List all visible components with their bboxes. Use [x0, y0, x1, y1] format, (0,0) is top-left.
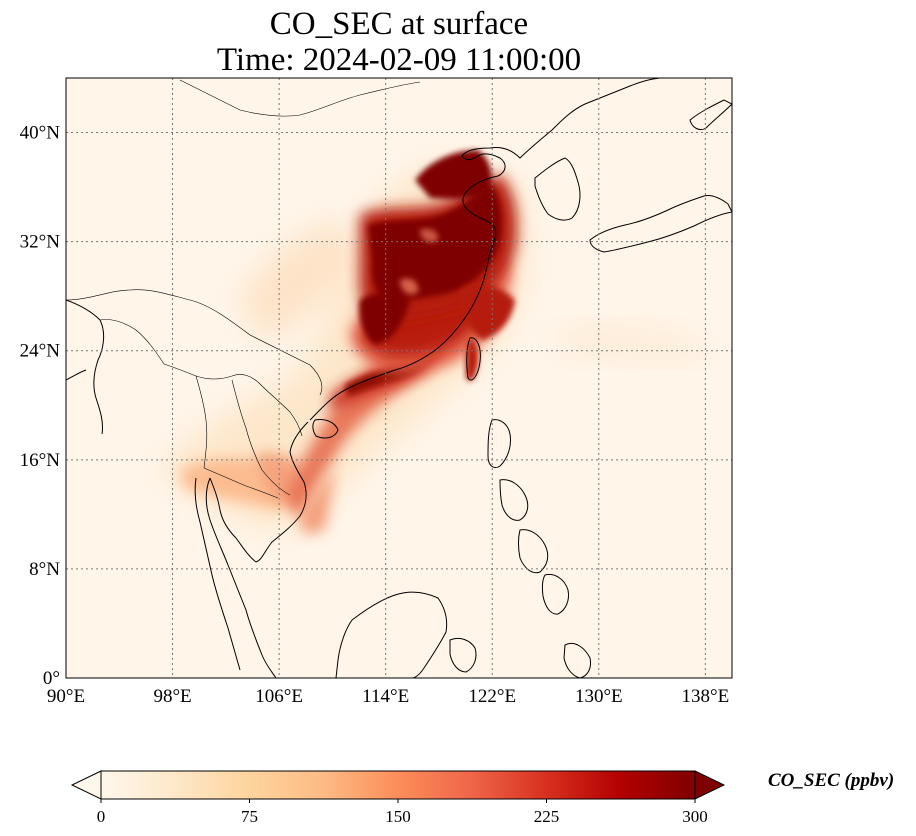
latitude-tick-label: 8°N — [29, 559, 60, 580]
latitude-tick-labels: 0° 8°N 16°N 24°N 32°N 40°N — [20, 123, 61, 689]
longitude-tick-label: 106°E — [255, 686, 303, 707]
colorbar-tick-label: 300 — [682, 807, 708, 826]
latitude-tick-label: 32°N — [20, 232, 61, 253]
map-title: CO_SEC at surface — [269, 6, 529, 42]
longitude-tick-label: 98°E — [153, 686, 191, 707]
map-subtitle: Time: 2024-02-09 11:00:00 — [216, 42, 582, 78]
colorbar-extend-high — [694, 770, 726, 800]
longitude-tick-labels: 90°E 98°E 106°E 114°E 122°E 130°E 138°E — [47, 686, 729, 707]
longitude-tick-label: 138°E — [682, 686, 730, 707]
latitude-tick-label: 0° — [43, 668, 60, 689]
longitude-tick-label: 90°E — [47, 686, 85, 707]
colorbar-tick-label: 225 — [534, 807, 560, 826]
coastlines — [66, 78, 732, 678]
colorbar-tick-label: 0 — [97, 807, 106, 826]
gridlines — [66, 78, 732, 678]
concentration-field — [160, 150, 700, 535]
longitude-tick-label: 122°E — [468, 686, 516, 707]
map-frame — [65, 77, 733, 679]
longitude-tick-label: 130°E — [575, 686, 623, 707]
longitude-tick-label: 114°E — [362, 686, 409, 707]
colorbar-gradient — [101, 771, 695, 799]
latitude-tick-label: 16°N — [20, 450, 61, 471]
latitude-tick-label: 24°N — [20, 341, 61, 362]
colorbar: 0 75 150 225 300 — [70, 770, 726, 826]
colorbar-extend-low — [70, 770, 102, 800]
latitude-tick-label: 40°N — [20, 123, 61, 144]
colorbar-label: CO_SEC (ppbv) — [768, 770, 895, 791]
colorbar-tick-labels: 0 75 150 225 300 — [97, 799, 708, 826]
colorbar-tick-label: 75 — [241, 807, 258, 826]
country-borders — [66, 79, 421, 499]
colorbar-tick-label: 150 — [385, 807, 411, 826]
